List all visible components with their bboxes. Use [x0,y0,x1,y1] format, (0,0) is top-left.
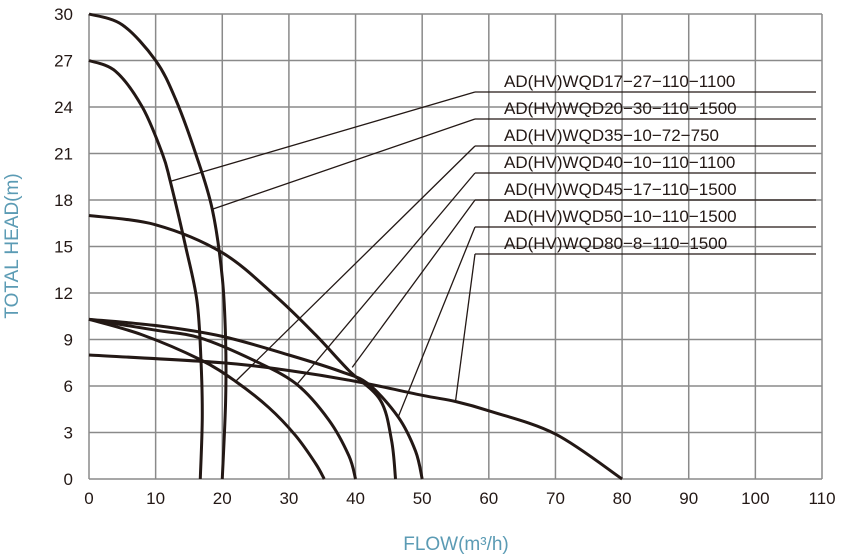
x-tick-label: 20 [213,489,232,508]
y-tick-label: 0 [64,470,73,489]
y-tick-label: 30 [54,5,73,24]
pump-curve [88,353,623,481]
leader-line [235,145,476,382]
leader-line [170,91,476,183]
leader-line [296,172,476,385]
y-tick-label: 18 [54,191,73,210]
x-tick-label: 70 [546,489,565,508]
x-axis-label: FLOW(m³/h) [403,534,509,555]
pump-curve [88,317,424,480]
x-tick-label: 50 [413,489,432,508]
x-tick-label: 80 [613,489,632,508]
leader-line [454,253,476,402]
pump-curve [88,317,326,480]
y-tick-label: 15 [54,238,73,257]
y-tick-label: 9 [64,331,73,350]
tick-labels: 0 10 20 30 40 50 60 70 80 90 100 110 0 3 6 9 12 15 18 21 24 2… [54,5,835,508]
leader-line [397,226,476,418]
x-tick-label: 10 [146,489,165,508]
leader-line [212,118,476,210]
legend-label: AD(HV)WQD50−10−110−1500 [504,207,737,226]
pump-curve [88,59,204,480]
x-tick-label: 30 [279,489,298,508]
y-tick-label: 3 [64,424,73,443]
y-tick-label: 24 [54,98,73,117]
legend-label: AD(HV)WQD20−30−110−1500 [504,99,737,118]
curves [88,12,623,481]
y-tick-label: 27 [54,52,73,71]
x-tick-label: 40 [346,489,365,508]
y-tick-label: 6 [64,377,73,396]
x-tick-label: 90 [679,489,698,508]
x-tick-label: 110 [808,489,835,508]
pump-curve [88,317,357,480]
y-tick-label: 12 [54,284,73,303]
x-tick-label: 60 [479,489,498,508]
legend-labels: AD(HV)WQD17−27−110−1100 AD(HV)WQD20−30−11… [170,72,816,418]
leader-line [351,199,476,368]
legend-label: AD(HV)WQD80−8−110−1500 [504,234,727,253]
x-tick-label: 0 [84,489,93,508]
y-axis-label: TOTAL HEAD(m) [2,173,23,318]
legend-label: AD(HV)WQD40−10−110−1100 [504,153,735,172]
legend-label: AD(HV)WQD17−27−110−1100 [504,72,735,91]
y-tick-label: 21 [54,145,73,164]
legend-label: AD(HV)WQD35−10−72−750 [504,126,719,145]
legend-label: AD(HV)WQD45−17−110−1500 [504,180,737,199]
x-tick-label: 100 [741,489,769,508]
pump-curve [88,214,398,480]
